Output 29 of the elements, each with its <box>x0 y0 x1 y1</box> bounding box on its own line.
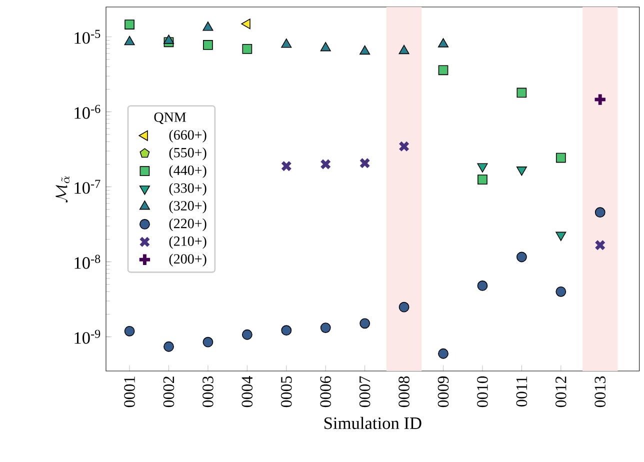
legend-label: (200+) <box>169 254 206 266</box>
x-tick-label: 0007 <box>359 376 370 408</box>
x-tick-label: 0001 <box>124 376 135 408</box>
x-tick-label: 0003 <box>202 376 214 408</box>
x-tick-label: 0004 <box>242 376 253 408</box>
y-axis-title: $\mathcal{M}_{\tilde{\alpha}}$ <box>56 176 70 202</box>
x-tick-label: 0012 <box>556 376 566 408</box>
y-tick-label: 10$^{-7}$ <box>74 180 100 194</box>
x-tick-label: 0011 <box>516 376 528 407</box>
x-tick-label: 0002 <box>163 376 174 408</box>
legend-title: QNM <box>154 112 186 124</box>
y-tick-label: 10$^{-8}$ <box>74 254 100 269</box>
legend-label: (440+) <box>169 165 206 178</box>
x-tick-label: 0008 <box>398 376 410 408</box>
x-tick-label: 0010 <box>477 376 488 408</box>
legend-label: (660+) <box>169 130 206 142</box>
x-tick-label: 0006 <box>320 376 331 408</box>
y-tick-label: 10$^{-6}$ <box>74 104 100 119</box>
x-tick-label: 0005 <box>280 376 292 408</box>
legend-label: (210+) <box>169 236 206 249</box>
x-axis-title: Simulation ID <box>324 416 422 430</box>
x-tick-label: 0013 <box>594 376 606 408</box>
x-tick-label: 0009 <box>438 376 449 408</box>
y-tick-label: 10$^{-5}$ <box>74 30 100 44</box>
legend-label: (330+) <box>169 182 206 196</box>
legend-label: (550+) <box>169 148 206 160</box>
legend-label: (320+) <box>169 200 206 214</box>
y-tick-label: 10$^{-9}$ <box>74 330 100 344</box>
legend-label: (220+) <box>169 218 206 232</box>
